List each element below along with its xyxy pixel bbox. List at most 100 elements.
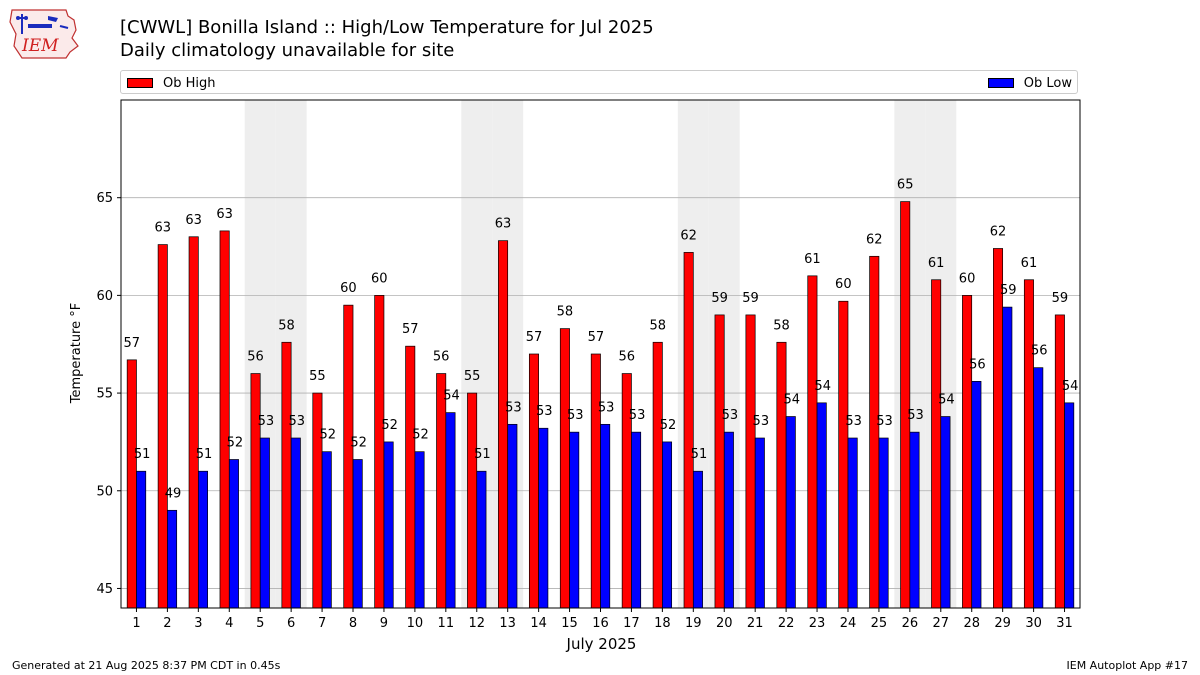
bar-low (785, 416, 796, 609)
x-tick-label: 16 (592, 616, 609, 631)
data-label-low: 49 (165, 486, 182, 501)
bar-high (1054, 314, 1065, 609)
bar-low (847, 437, 858, 609)
data-label-high: 63 (154, 221, 171, 236)
x-tick-label: 31 (1056, 616, 1073, 631)
x-tick-label: 26 (902, 616, 919, 631)
y-tick-label: 65 (96, 191, 113, 206)
data-label-high: 56 (433, 350, 450, 365)
data-label-low: 51 (196, 447, 213, 462)
data-label-high: 55 (309, 369, 326, 384)
y-tick-label: 50 (96, 484, 113, 499)
iem-logo-text: IEM (21, 36, 59, 56)
bar-high (467, 392, 478, 609)
bar-high (250, 373, 261, 609)
data-label-high: 57 (124, 336, 141, 351)
data-label-low: 51 (134, 447, 151, 462)
data-label-high: 57 (402, 322, 419, 337)
x-tick-label: 21 (747, 616, 764, 631)
data-label-low: 53 (258, 414, 275, 429)
data-label-high: 62 (990, 224, 1007, 239)
bar-low (940, 416, 951, 609)
bar-high (683, 252, 694, 609)
bar-low (1033, 367, 1044, 609)
data-label-high: 58 (649, 318, 666, 333)
app-footer: IEM Autoplot App #17 (1066, 659, 1189, 672)
x-tick-label: 8 (349, 616, 357, 631)
bar-high (745, 314, 756, 609)
iem-logo: IEM (8, 6, 82, 60)
x-tick-label: 4 (225, 616, 233, 631)
bar-low (321, 451, 332, 609)
data-label-high: 60 (371, 271, 388, 286)
data-label-low: 53 (722, 408, 739, 423)
data-label-low: 52 (381, 418, 398, 433)
data-label-high: 56 (619, 350, 636, 365)
x-tick-label: 6 (287, 616, 295, 631)
bar-low (754, 437, 765, 609)
data-label-high: 57 (526, 330, 543, 345)
bar-low (167, 509, 178, 609)
data-label-low: 53 (598, 400, 615, 415)
x-tick-label: 30 (1025, 616, 1042, 631)
x-tick-label: 18 (654, 616, 671, 631)
data-label-high: 61 (1021, 256, 1038, 271)
chart-subtitle: Daily climatology unavailable for site (120, 40, 455, 61)
bar-low (383, 441, 394, 609)
data-label-low: 54 (1062, 379, 1079, 394)
bar-high (436, 373, 447, 609)
legend-swatch-low (987, 78, 1014, 88)
bar-low (971, 381, 982, 609)
data-label-low: 53 (907, 408, 924, 423)
generated-footer: Generated at 21 Aug 2025 8:37 PM CDT in … (12, 659, 281, 672)
data-label-low: 53 (536, 404, 553, 419)
x-tick-label: 17 (623, 616, 640, 631)
bar-high (1023, 279, 1034, 609)
data-label-high: 58 (773, 318, 790, 333)
x-tick-label: 2 (163, 616, 171, 631)
data-label-low: 53 (876, 414, 893, 429)
data-label-low: 52 (227, 436, 244, 451)
bar-high (962, 295, 973, 609)
bar-high (869, 255, 880, 609)
x-tick-label: 25 (871, 616, 888, 631)
bar-low (1064, 402, 1075, 609)
chart-title: [CWWL] Bonilla Island :: High/Low Temper… (120, 17, 654, 38)
bar-low (197, 470, 208, 609)
data-label-high: 60 (835, 277, 852, 292)
bar-low (1002, 306, 1013, 609)
data-label-high: 61 (804, 252, 821, 267)
y-tick-label: 45 (96, 582, 113, 597)
data-label-high: 58 (557, 305, 574, 320)
data-label-low: 53 (567, 408, 584, 423)
bar-low (290, 437, 301, 609)
x-tick-label: 1 (132, 616, 140, 631)
x-tick-label: 9 (380, 616, 388, 631)
bar-high (900, 201, 911, 609)
data-label-low: 52 (350, 436, 367, 451)
data-label-high: 59 (742, 291, 759, 306)
data-label-low: 54 (443, 389, 460, 404)
data-label-low: 54 (783, 393, 800, 408)
bar-high (374, 295, 385, 609)
data-label-high: 60 (959, 271, 976, 286)
data-label-high: 55 (464, 369, 481, 384)
x-tick-label: 3 (194, 616, 202, 631)
bar-high (993, 248, 1004, 609)
plot-frame (120, 99, 1081, 609)
bar-high (312, 392, 323, 609)
bar-high (157, 244, 168, 609)
bar-low (631, 431, 642, 609)
bar-high (714, 314, 725, 609)
bar-low (476, 470, 487, 609)
y-axis-label: Temperature °F (69, 303, 84, 404)
bar-high (590, 353, 601, 609)
data-label-high: 56 (247, 350, 264, 365)
data-label-high: 58 (278, 318, 295, 333)
data-label-high: 57 (588, 330, 605, 345)
data-label-low: 56 (1031, 344, 1048, 359)
bar-high (405, 345, 416, 609)
x-tick-label: 22 (778, 616, 795, 631)
data-label-high: 63 (216, 207, 233, 222)
